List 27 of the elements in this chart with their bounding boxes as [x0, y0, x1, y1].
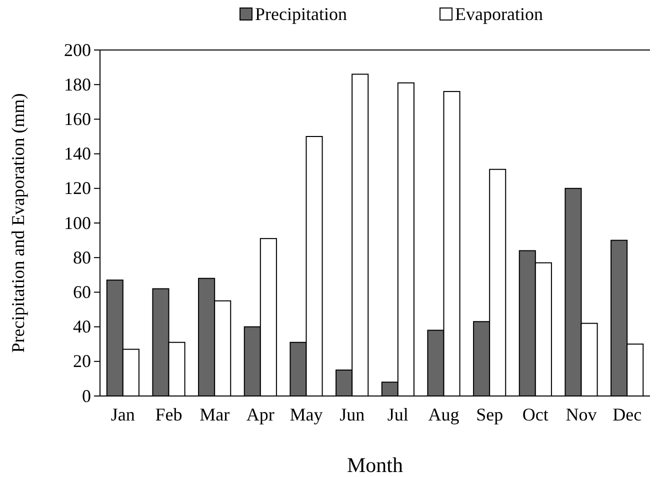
x-tick-label: Apr [246, 404, 274, 425]
x-tick-label: May [290, 404, 323, 425]
y-axis-title: Precipitation and Evaporation (mm) [8, 93, 28, 353]
x-tick-label: Oct [522, 404, 548, 425]
x-tick-label: Aug [428, 404, 460, 425]
y-tick-label: 20 [73, 351, 91, 372]
x-tick-label: Dec [612, 404, 642, 425]
y-tick-label: 200 [64, 40, 91, 60]
y-tick-label: 40 [73, 316, 91, 337]
x-tick-label: Jun [340, 404, 365, 425]
y-tick-label: 80 [73, 247, 91, 268]
y-tick-label: 0 [82, 386, 91, 406]
x-tick-label: Jul [387, 404, 408, 425]
y-tick-label: 100 [64, 212, 91, 233]
legend-label: Evaporation [455, 4, 543, 24]
y-tick-label: 60 [73, 282, 91, 302]
x-tick-label: Feb [155, 404, 182, 425]
x-tick-label: Jan [110, 404, 135, 425]
legend-label: Precipitation [255, 4, 347, 24]
x-tick-label: Sep [476, 404, 504, 425]
x-axis-title: Month [346, 453, 404, 477]
x-tick-label: Nov [566, 404, 597, 425]
y-tick-label: 120 [64, 178, 91, 198]
x-tick-label: Mar [200, 404, 230, 425]
y-tick-label: 160 [64, 108, 91, 129]
y-tick-label: 180 [64, 74, 91, 94]
y-tick-label: 140 [64, 144, 91, 164]
